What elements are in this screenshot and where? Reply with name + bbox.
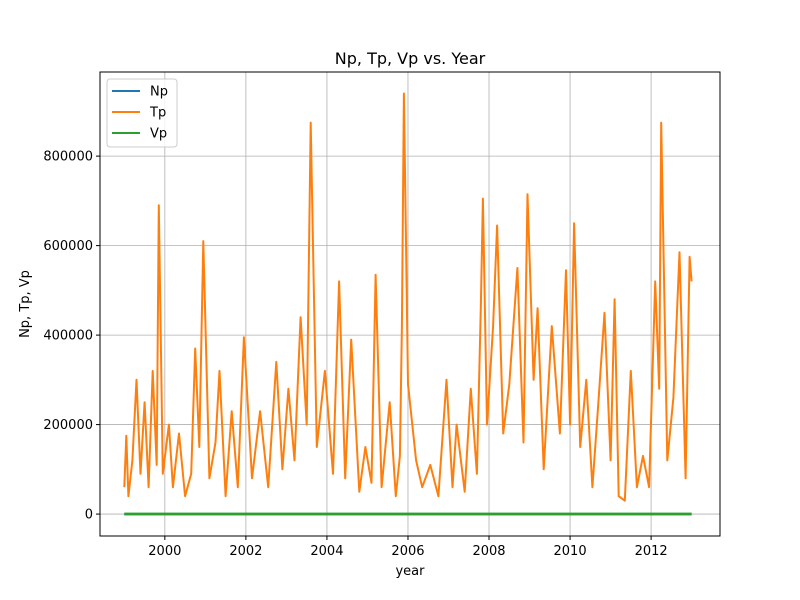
x-axis-title: year bbox=[395, 564, 425, 579]
y-tick-label: 400000 bbox=[43, 329, 93, 344]
x-tick-label: 2004 bbox=[310, 544, 343, 559]
legend: Np Tp Vp bbox=[106, 78, 178, 148]
legend-label-tp: Tp bbox=[149, 106, 166, 121]
y-tick-label: 0 bbox=[85, 508, 93, 523]
series-line-tp bbox=[123, 92, 693, 502]
legend-box bbox=[106, 78, 178, 148]
y-tick-label: 800000 bbox=[43, 150, 93, 165]
y-tick-label: 200000 bbox=[43, 418, 93, 433]
x-tick-label: 2006 bbox=[391, 544, 424, 559]
y-axis-title: Np, Tp, Vp bbox=[18, 270, 33, 338]
x-tick-label: 2008 bbox=[472, 544, 505, 559]
plot-frame bbox=[99, 71, 721, 537]
x-tick-label: 2012 bbox=[635, 544, 668, 559]
plot-series bbox=[123, 92, 693, 516]
legend-label-vp: Vp bbox=[150, 127, 167, 142]
x-tick-label: 2000 bbox=[148, 544, 181, 559]
chart-title: Np, Tp, Vp vs. Year bbox=[335, 49, 486, 68]
x-axis: 2000 2002 2004 2006 2008 2010 2012 bbox=[148, 536, 668, 559]
x-tick-label: 2002 bbox=[229, 544, 262, 559]
y-tick-label: 600000 bbox=[43, 239, 93, 254]
legend-label-np: Np bbox=[150, 85, 168, 100]
x-tick-label: 2010 bbox=[554, 544, 587, 559]
y-axis: 0 200000 400000 600000 800000 bbox=[43, 150, 100, 523]
